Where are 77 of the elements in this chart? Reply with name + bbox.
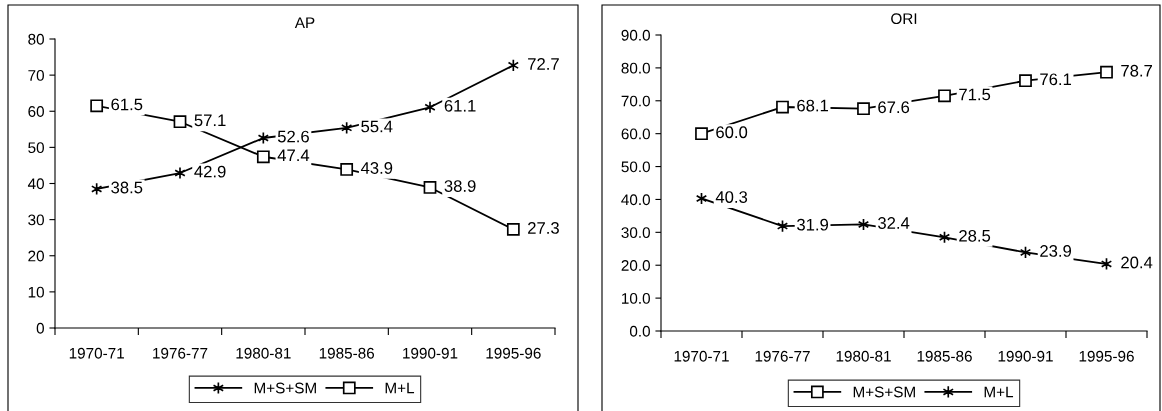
- chart-title: AP: [294, 17, 315, 28]
- data-label: 68.1: [797, 99, 829, 112]
- point: [90, 99, 104, 113]
- data-label: 28.5: [959, 229, 991, 242]
- x-tick-label: 1990-91: [998, 350, 1053, 362]
- data-label: 31.9: [797, 218, 829, 231]
- data-label: 40.3: [715, 191, 748, 203]
- y-tick-label: 30: [28, 214, 44, 226]
- point: [695, 127, 708, 141]
- y-tick-label: 60.0: [621, 128, 650, 140]
- point: [340, 163, 354, 176]
- x-tick-label: 1976-77: [153, 347, 208, 359]
- point: [256, 150, 270, 164]
- data-label: 38.5: [111, 181, 143, 194]
- point: [938, 89, 951, 103]
- point: [506, 222, 520, 236]
- x-tick-label: 1970-71: [69, 347, 124, 359]
- x-tick-label: 1995-96: [1079, 350, 1134, 362]
- x-tick-label: 1990-91: [403, 347, 458, 359]
- x-tick-label: 1976-77: [755, 350, 810, 362]
- data-label: 20.4: [1121, 256, 1153, 269]
- legend-label: M+L: [385, 382, 415, 394]
- data-label: 67.6: [878, 101, 910, 114]
- x-tick-label: 1985-86: [319, 347, 375, 359]
- point: [424, 100, 436, 114]
- legend-label: M+L: [984, 386, 1014, 398]
- data-label: 55.4: [361, 120, 393, 133]
- y-tick-label: 40: [27, 178, 44, 190]
- data-label: 42.9: [194, 165, 226, 178]
- x-tick-label: 1970-71: [674, 350, 729, 362]
- point: [857, 102, 870, 116]
- data-label: 32.4: [878, 217, 910, 229]
- data-label: 60.0: [716, 126, 748, 139]
- data-label: 57.1: [194, 114, 226, 127]
- data-label: 27.3: [528, 222, 559, 234]
- y-tick-label: 80.0: [621, 62, 650, 74]
- y-tick-label: 60: [28, 106, 44, 117]
- point: [173, 115, 187, 129]
- point: [507, 58, 519, 72]
- data-label: 78.7: [1121, 64, 1152, 77]
- chart-title: ORI: [891, 13, 917, 25]
- point: [423, 181, 437, 194]
- y-tick-label: 0.0: [629, 325, 650, 337]
- y-tick-label: 10: [28, 286, 44, 298]
- y-tick-label: 10.0: [622, 292, 650, 304]
- data-label: 52.6: [277, 130, 309, 143]
- y-tick-label: 50.0: [621, 161, 650, 173]
- y-tick-label: 0: [36, 322, 44, 334]
- data-label: 47.4: [277, 149, 310, 162]
- point: [776, 100, 789, 114]
- point: [91, 182, 103, 196]
- data-label: 71.5: [959, 88, 991, 101]
- data-label: 61.1: [444, 99, 476, 112]
- y-tick-label: 80: [28, 33, 44, 45]
- y-tick-label: 20: [28, 250, 44, 262]
- data-label: 72.7: [528, 58, 559, 70]
- data-label: 43.9: [360, 162, 393, 174]
- point: [1019, 74, 1032, 88]
- data-label: 38.9: [444, 180, 476, 192]
- x-tick-label: 1995-96: [486, 347, 541, 359]
- x-tick-label: 1985-86: [917, 350, 972, 362]
- x-tick-label: 1980-81: [836, 350, 891, 362]
- data-label: 61.5: [111, 98, 143, 111]
- y-tick-label: 30.0: [621, 227, 650, 239]
- y-tick-label: 70.0: [621, 95, 650, 107]
- y-tick-label: 20.0: [621, 260, 650, 271]
- legend-label: M+S+SM: [853, 386, 915, 398]
- x-tick-label: 1980-81: [236, 347, 291, 359]
- y-tick-label: 70: [28, 69, 44, 81]
- y-tick-label: 50: [28, 142, 44, 154]
- data-label: 76.1: [1040, 73, 1072, 86]
- data-label: 23.9: [1040, 245, 1072, 257]
- y-tick-label: 90.0: [621, 29, 650, 41]
- point: [174, 166, 186, 180]
- legend-label: M+S+SM: [254, 382, 316, 394]
- point: [1100, 65, 1113, 79]
- y-tick-label: 40.0: [621, 194, 650, 206]
